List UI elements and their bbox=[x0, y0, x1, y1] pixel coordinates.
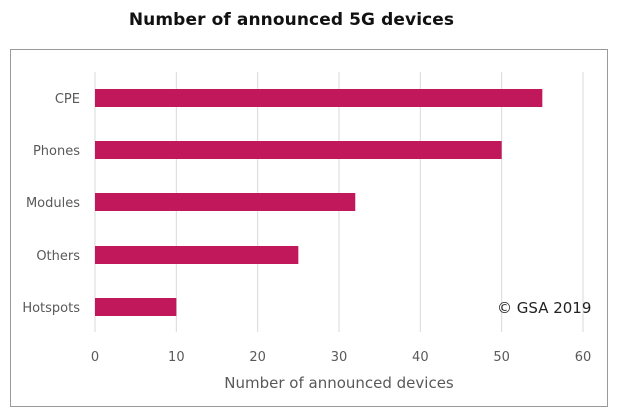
bar-cpe bbox=[95, 89, 543, 107]
bar-phones bbox=[95, 141, 502, 159]
category-labels: CPE Phones Modules Others Hotspots bbox=[22, 92, 80, 316]
x-tick-label-30: 30 bbox=[331, 350, 348, 365]
x-tick-label-20: 20 bbox=[249, 350, 266, 365]
x-tick-label-10: 10 bbox=[168, 350, 185, 365]
category-label-modules: Modules bbox=[26, 196, 80, 211]
bar-others bbox=[95, 246, 299, 264]
bar-hotspots bbox=[95, 298, 177, 316]
x-tick-label-60: 60 bbox=[575, 350, 592, 365]
copyright-annotation: © GSA 2019 bbox=[497, 299, 591, 317]
category-label-others: Others bbox=[36, 249, 80, 264]
chart-frame bbox=[10, 49, 608, 407]
x-tick-labels: 0 10 20 30 40 50 60 bbox=[91, 350, 591, 365]
chart-title: Number of announced 5G devices bbox=[128, 10, 455, 30]
category-label-cpe: CPE bbox=[55, 92, 80, 107]
x-tick-label-40: 40 bbox=[412, 350, 429, 365]
x-axis-label: Number of announced devices bbox=[224, 374, 454, 392]
bar-modules bbox=[95, 193, 356, 211]
x-tick-label-50: 50 bbox=[493, 350, 510, 365]
category-label-phones: Phones bbox=[33, 144, 80, 159]
category-label-hotspots: Hotspots bbox=[22, 301, 80, 316]
bars bbox=[95, 89, 543, 316]
x-tick-label-0: 0 bbox=[91, 350, 99, 365]
